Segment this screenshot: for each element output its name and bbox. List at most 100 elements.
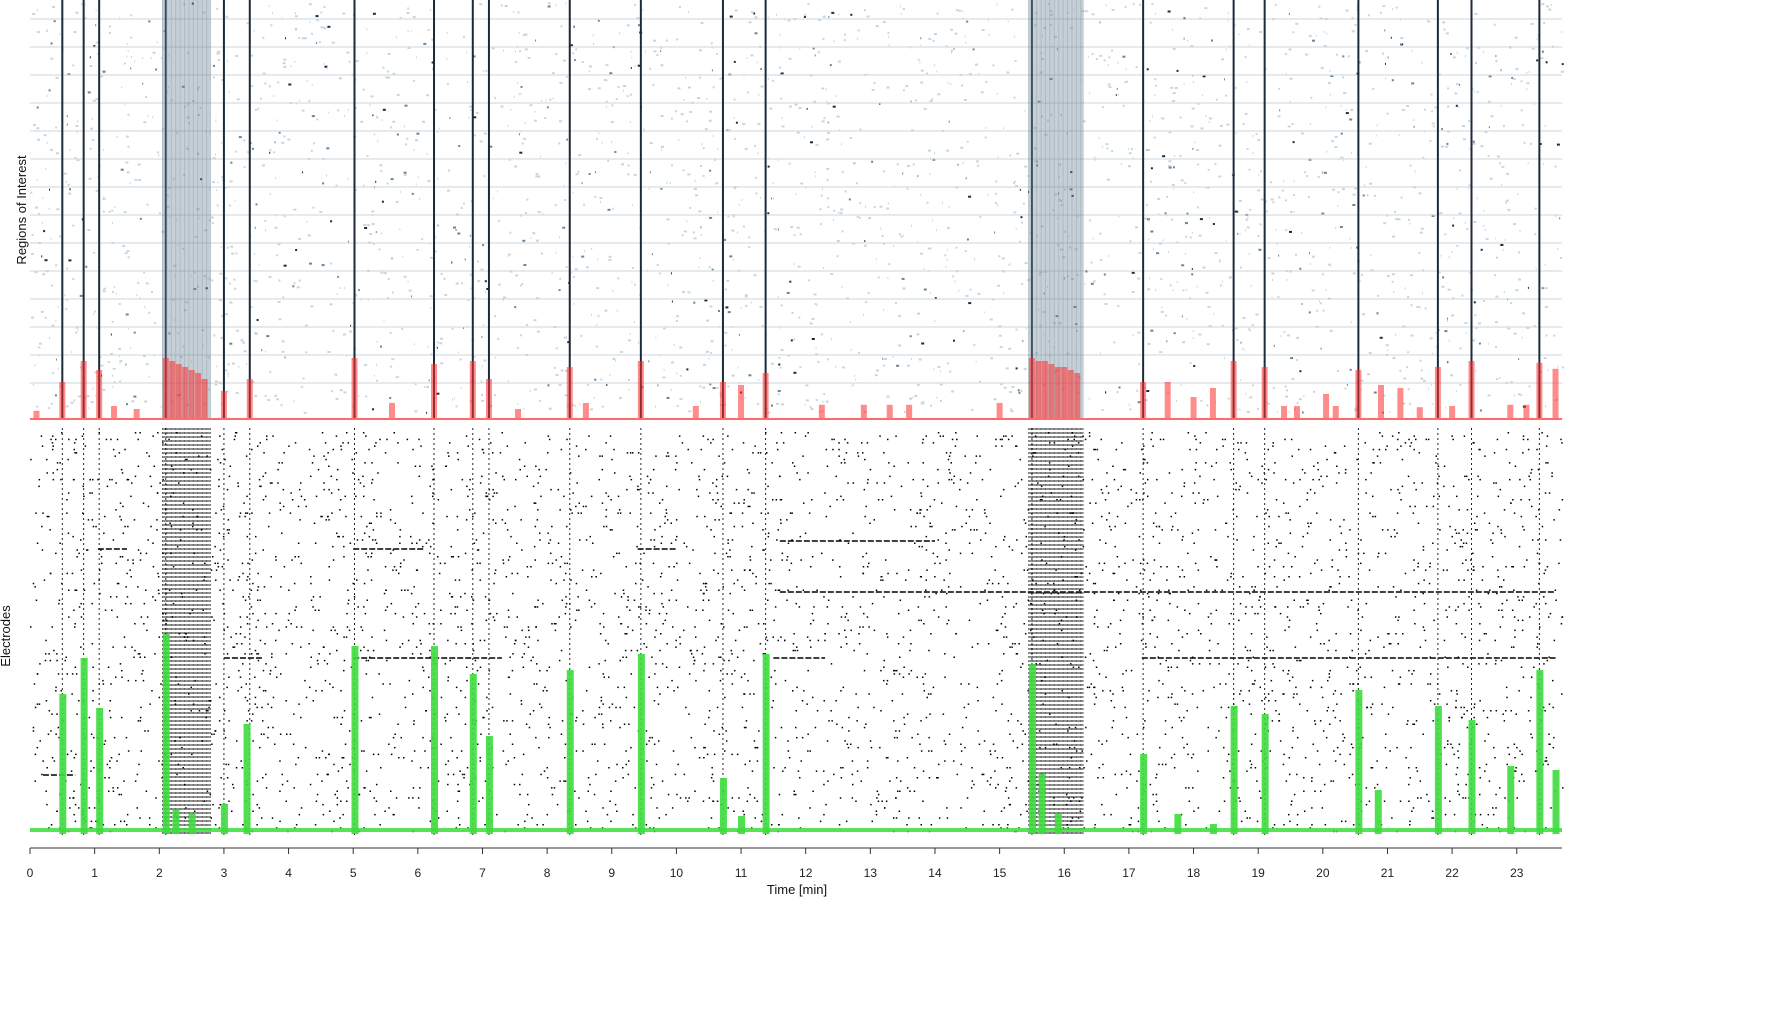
spike-dot <box>365 659 368 662</box>
roi-heatmap-cell <box>1479 409 1482 412</box>
spike-dot <box>896 736 898 739</box>
spike-dot <box>840 767 842 769</box>
spike-dot <box>885 757 888 759</box>
roi-heatmap-cell <box>628 339 631 342</box>
spike-dot <box>590 606 593 608</box>
spike-dot <box>565 596 567 598</box>
spike-dot <box>971 780 974 782</box>
roi-heatmap-cell <box>578 154 582 157</box>
spike-dot <box>266 435 268 437</box>
spike-dot <box>862 566 865 568</box>
spike-dot <box>55 686 57 689</box>
spike-dot <box>496 813 498 816</box>
spike-dot <box>1416 770 1419 772</box>
roi-heatmap-cell <box>284 356 286 359</box>
spike-dot <box>1259 686 1261 689</box>
roi-heatmap-cell <box>788 105 792 108</box>
roi-heatmap-cell <box>68 259 72 262</box>
roi-heatmap-cell <box>302 385 304 388</box>
spike-dot <box>1343 763 1346 766</box>
roi-heatmap-cell <box>155 68 158 71</box>
spike-dot <box>1272 663 1274 665</box>
spike-dot <box>1210 612 1212 615</box>
roi-heatmap-cell <box>937 93 941 96</box>
roi-heatmap-cell <box>946 258 948 261</box>
spike-dot <box>1228 753 1230 756</box>
spike-dot <box>313 522 316 524</box>
spike-dot <box>1476 529 1478 531</box>
roi-heatmap-cell <box>1458 169 1461 172</box>
spike-dot <box>72 797 74 799</box>
roi-heatmap-cell <box>1520 393 1523 396</box>
roi-heatmap-cell <box>458 145 461 147</box>
roi-heatmap-cell <box>292 285 295 288</box>
roi-heatmap-cell <box>1545 405 1546 408</box>
roi-heatmap-cell <box>605 100 608 103</box>
roi-heatmap-cell <box>1534 233 1537 236</box>
roi-heatmap-cell <box>1291 378 1295 381</box>
spike-dot <box>380 515 382 518</box>
roi-heatmap-cell <box>527 57 531 60</box>
spike-dot <box>1239 485 1241 488</box>
roi-heatmap-cell <box>929 173 931 175</box>
roi-heatmap-cell <box>216 204 219 207</box>
roi-heatmap-cell <box>629 121 631 124</box>
spike-dot <box>921 545 923 548</box>
roi-heatmap-cell <box>268 5 270 8</box>
spike-dot <box>906 824 908 826</box>
roi-heatmap-cell <box>1495 346 1498 348</box>
roi-heatmap-cell <box>1475 61 1477 64</box>
spike-dot <box>256 653 258 655</box>
roi-heatmap-cell <box>1288 12 1290 15</box>
spike-dot <box>257 653 260 655</box>
roi-heatmap-cell <box>480 380 483 383</box>
spike-dot <box>903 666 905 668</box>
roi-heatmap-cell <box>1345 9 1349 12</box>
roi-heatmap-cell <box>661 148 662 151</box>
spike-dot <box>204 643 206 645</box>
roi-heatmap-cell <box>367 299 369 302</box>
spike-dot <box>602 807 604 809</box>
spike-dot <box>994 750 996 752</box>
roi-activity-bar <box>1332 406 1339 418</box>
roi-heatmap-cell <box>410 30 412 33</box>
spike-dot <box>727 542 729 544</box>
roi-heatmap-cell <box>1084 10 1088 13</box>
spike-dot <box>1199 475 1201 478</box>
spike-dot <box>1437 465 1440 467</box>
roi-heatmap-cell <box>1285 395 1289 398</box>
roi-activity-bar <box>1293 406 1300 418</box>
roi-heatmap-cell <box>902 172 904 175</box>
roi-heatmap-cell <box>1500 69 1502 72</box>
spike-dot <box>482 532 485 534</box>
roi-heatmap-cell <box>1404 287 1406 290</box>
spike-dot <box>804 532 807 534</box>
spike-dot <box>1063 539 1065 541</box>
spike-dot <box>951 529 954 531</box>
spike-dot <box>1283 824 1285 826</box>
spike-dot <box>925 589 927 591</box>
spike-dot <box>1489 589 1491 591</box>
roi-heatmap-cell <box>1180 384 1182 387</box>
spike-dot <box>118 793 120 796</box>
spike-dot <box>465 519 468 521</box>
roi-heatmap-cell <box>1137 331 1141 334</box>
roi-heatmap-cell <box>814 171 816 174</box>
spike-dot <box>439 562 442 565</box>
roi-heatmap-cell <box>423 385 425 388</box>
spike-dot <box>147 730 149 732</box>
roi-heatmap-cell <box>236 98 240 101</box>
roi-heatmap-cell <box>1270 198 1274 201</box>
spike-dot <box>629 609 631 611</box>
roi-activity-bar <box>162 358 169 418</box>
spike-dot <box>1541 525 1544 528</box>
roi-heatmap-cell <box>906 187 909 190</box>
spike-dot <box>1413 559 1415 561</box>
roi-heatmap-cell <box>96 41 100 44</box>
roi-heatmap-cell <box>1091 13 1095 16</box>
roi-heatmap-cell <box>329 303 333 306</box>
spike-dot <box>1372 462 1374 464</box>
spike-dot <box>1495 807 1497 809</box>
spike-dot <box>1545 602 1547 605</box>
spike-dot <box>1429 566 1431 568</box>
